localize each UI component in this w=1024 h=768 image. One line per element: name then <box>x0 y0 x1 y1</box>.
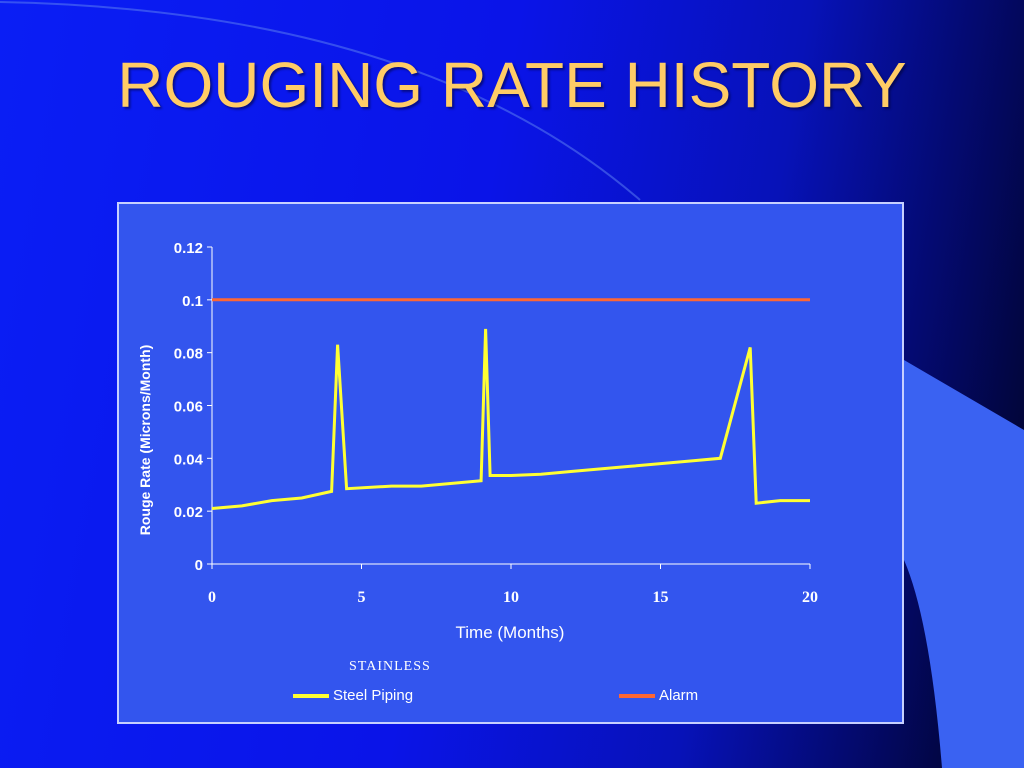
y-axis-label: Rouge Rate (Microns/Month) <box>137 345 153 536</box>
y-tick-label: 0.1 <box>182 293 203 310</box>
y-tick-label: 0 <box>195 557 203 574</box>
chart-axes: 0 0.02 0.04 0.06 0.08 0.1 0.12 0 5 10 15 20 <box>174 240 818 606</box>
chart-panel: 0 0.02 0.04 0.06 0.08 0.1 0.12 0 5 10 15 20 Time (M… <box>117 202 904 724</box>
rouging-rate-chart: 0 0.02 0.04 0.06 0.08 0.1 0.12 0 5 10 15 20 Time (M… <box>137 240 818 642</box>
slide-title: ROUGING RATE HISTORY <box>117 49 907 121</box>
x-tick-label: 10 <box>503 589 519 606</box>
x-tick-label: 5 <box>358 589 366 606</box>
x-axis-label: Time (Months) <box>456 623 565 642</box>
legend-item-alarm: Alarm <box>619 687 698 704</box>
chart-legend: Steel Piping Alarm <box>119 687 902 707</box>
x-tick-label: 0 <box>208 589 216 606</box>
y-tick-label: 0.04 <box>174 451 204 468</box>
legend-label-steel-piping: Steel Piping <box>333 687 414 704</box>
chart-marks <box>211 298 810 510</box>
legend-label-alarm: Alarm <box>659 687 699 704</box>
series-line-steel-piping <box>211 328 810 510</box>
y-tick-label: 0.12 <box>174 240 203 257</box>
y-tick-label: 0.02 <box>174 504 203 521</box>
y-tick-label: 0.06 <box>174 399 203 416</box>
decor-swoosh-line <box>0 1 641 201</box>
legend-swatch-alarm <box>619 693 655 698</box>
y-tick-label: 0.08 <box>174 346 203 363</box>
legend-swatch-steel-piping <box>293 693 329 698</box>
decor-light-shape <box>904 360 1024 768</box>
x-tick-label: 20 <box>802 589 818 606</box>
legend-prefix: STAINLESS <box>349 659 431 674</box>
x-tick-label: 15 <box>653 589 669 606</box>
legend-item-steel-piping: Steel Piping <box>293 687 413 704</box>
